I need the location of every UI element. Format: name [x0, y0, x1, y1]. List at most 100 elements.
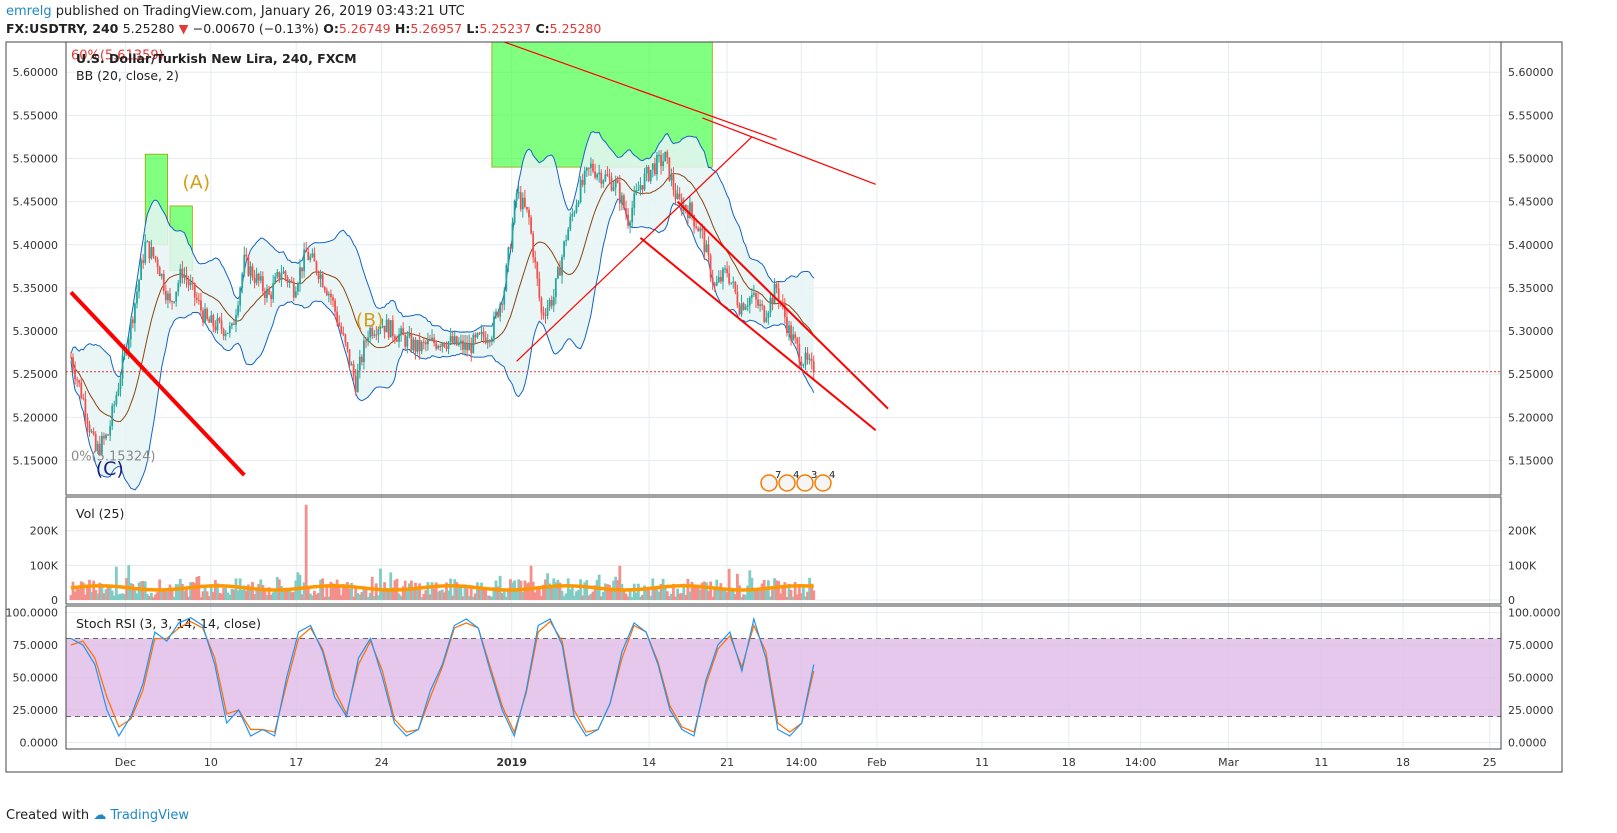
- candle-body: [276, 271, 279, 277]
- volume-bar: [372, 596, 376, 600]
- volume-bar: [94, 589, 98, 600]
- symbol-label: FX:USDTRY, 240: [6, 21, 119, 36]
- volume-bar: [185, 588, 188, 600]
- candle-body: [264, 291, 266, 298]
- volume-bar: [544, 579, 547, 600]
- candle-body: [637, 189, 640, 191]
- axis-tick-label: 75.0000: [1508, 639, 1554, 652]
- volume-bar: [224, 587, 228, 600]
- volume-bar: [723, 587, 727, 600]
- candle-body: [319, 274, 322, 280]
- volume-bar: [420, 597, 424, 600]
- candle-body: [235, 315, 237, 325]
- volume-bar: [81, 582, 85, 600]
- volume-ma-line: [70, 584, 814, 592]
- volume-bar: [515, 588, 519, 600]
- candle-body: [468, 342, 471, 351]
- volume-bar: [426, 582, 430, 600]
- candle-body: [724, 268, 726, 270]
- axis-tick-label: 5.25000: [1508, 368, 1554, 381]
- volume-bar: [535, 589, 539, 600]
- candle-body: [773, 284, 776, 304]
- candle-body: [402, 328, 405, 336]
- volume-bar: [246, 584, 250, 600]
- candle-body: [453, 336, 456, 344]
- volume-bar: [112, 595, 116, 600]
- candle-body: [532, 233, 535, 258]
- high-label: H:: [394, 21, 411, 36]
- candle-body: [734, 281, 737, 292]
- volume-bar: [325, 585, 329, 600]
- author-link[interactable]: emrelg: [6, 4, 52, 19]
- volume-bar: [632, 583, 636, 600]
- volume-bar: [321, 578, 325, 600]
- volume-bar: [238, 578, 242, 600]
- candle-body: [466, 342, 469, 351]
- published-text: published on TradingView.com, January 26…: [55, 4, 465, 19]
- volume-bar: [674, 596, 677, 600]
- wave-label: (B): [356, 310, 384, 332]
- volume-bar: [137, 582, 141, 600]
- candle-body: [753, 293, 755, 295]
- candle-body: [424, 342, 427, 345]
- volume-bar: [232, 589, 236, 600]
- axis-tick-label: 100.0000: [6, 607, 59, 620]
- candle-body: [134, 303, 136, 324]
- volume-bar: [397, 593, 401, 600]
- candle-body: [750, 294, 753, 298]
- volume-bar: [360, 591, 364, 600]
- volume-bar: [102, 593, 106, 600]
- candle-body: [486, 340, 489, 344]
- candle-body: [367, 337, 369, 342]
- volume-bar: [110, 590, 114, 600]
- volume-bar: [591, 591, 595, 600]
- volume-bar: [154, 594, 157, 600]
- volume-bar: [684, 595, 688, 600]
- candle-body: [674, 190, 677, 199]
- candle-body: [410, 333, 413, 351]
- tradingview-link[interactable]: TradingView: [110, 808, 189, 823]
- candle-body: [259, 276, 262, 281]
- volume-bar: [709, 581, 712, 600]
- volume-bar: [622, 588, 626, 600]
- candle-body: [439, 346, 442, 348]
- candle-body: [369, 327, 372, 338]
- volume-bar: [280, 586, 283, 600]
- candle-body: [761, 304, 764, 306]
- volume-bar: [649, 595, 653, 600]
- candle-body: [228, 325, 231, 333]
- candle-body: [311, 253, 314, 257]
- candle-body: [375, 334, 378, 336]
- candle-body: [786, 317, 788, 334]
- candle-body: [641, 185, 644, 190]
- candle-body: [497, 311, 499, 317]
- volume-bar: [335, 579, 339, 600]
- volume-bar: [226, 592, 230, 600]
- trend-line: [676, 200, 889, 410]
- bollinger-lower-line: [70, 198, 815, 491]
- candle-body: [627, 214, 629, 226]
- price-pane[interactable]: (A) (B) (C) 60%(5.61359) 0%(5.15324) U.S. Dol…: [66, 42, 1501, 492]
- candle-body: [670, 174, 673, 181]
- volume-pane[interactable]: Vol (25): [69, 504, 816, 600]
- candle-body: [720, 276, 722, 282]
- volume-bar: [581, 595, 585, 600]
- candle-body: [200, 300, 202, 311]
- candle-body: [257, 273, 260, 281]
- footer: Created with ☁ TradingView: [6, 808, 189, 823]
- axis-tick-label: 0.0000: [1508, 737, 1547, 750]
- volume-bar: [333, 585, 337, 600]
- chart-title: U.S. Dollar/Turkish New Lira, 240, FXCM: [76, 51, 357, 66]
- wave-label: 60%(5.61359): [71, 48, 164, 63]
- candle-body: [379, 327, 382, 329]
- candle-body: [800, 361, 803, 366]
- candle-body: [777, 288, 780, 301]
- candle-body: [233, 323, 235, 325]
- stoch-rsi-pane[interactable]: Stoch RSI (3, 3, 14, 14, close): [66, 616, 1501, 738]
- volume-bar: [506, 588, 510, 600]
- volume-bar: [75, 585, 79, 600]
- volume-bar: [69, 595, 73, 600]
- volume-bar: [645, 590, 649, 600]
- volume-bar: [267, 587, 271, 600]
